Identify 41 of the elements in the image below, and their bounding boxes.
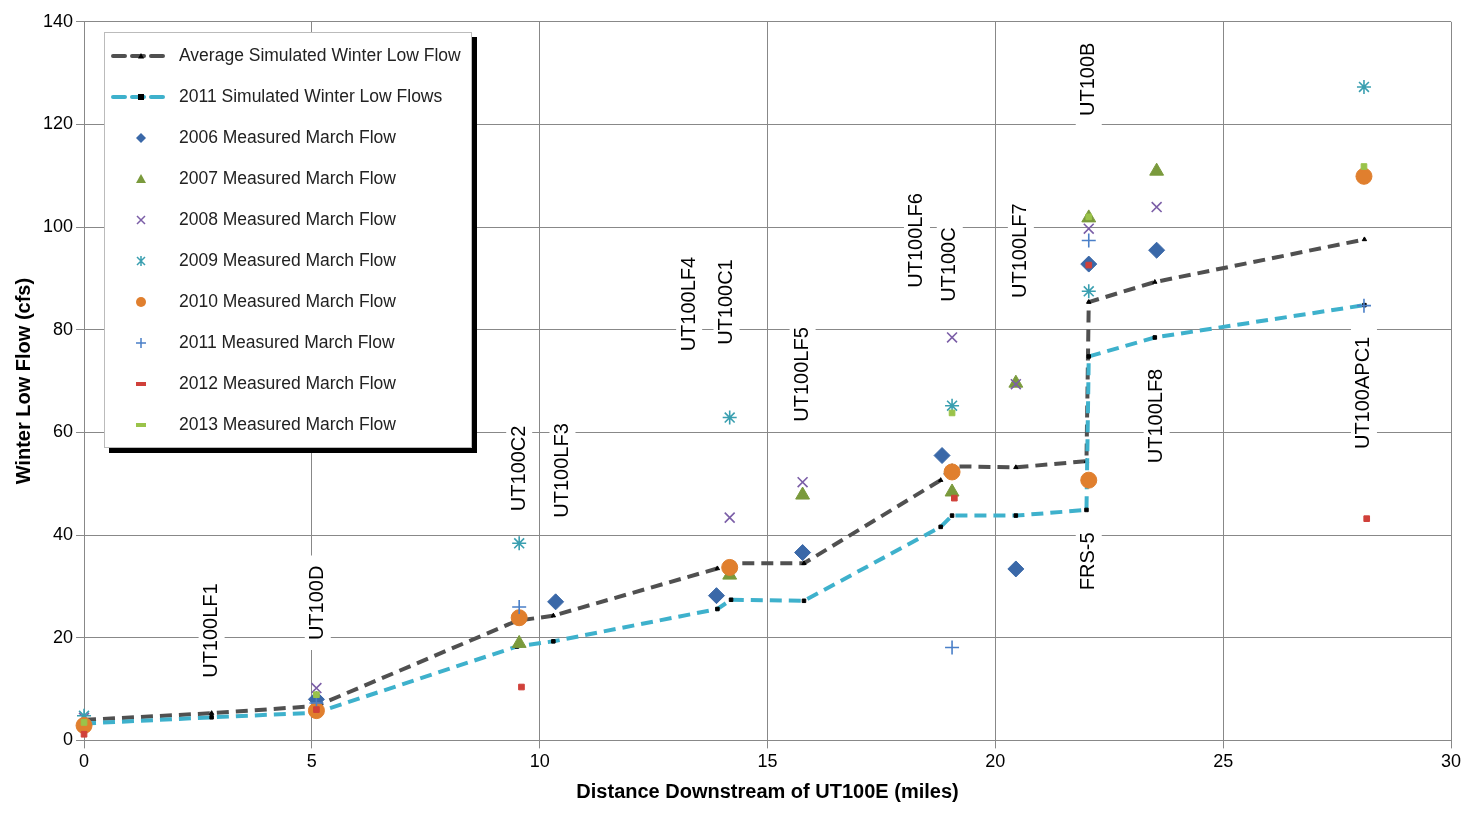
x-tick-label: 15 [757,751,778,772]
annotation: UT100C2 [506,425,529,512]
y-tick-label: 140 [42,10,74,31]
legend-label: 2007 Measured March Flow [179,168,396,189]
x-tick-label: 30 [1440,751,1462,772]
y-tick-label: 60 [53,421,74,442]
x-tick-label: 25 [1213,751,1234,772]
legend-label: 2009 Measured March Flow [179,250,396,271]
annotation: UT100C1 [714,259,737,345]
legend-label: 2006 Measured March Flow [179,127,396,148]
annotation: UT100C [937,227,960,302]
annotation: UT100LF3 [549,423,572,518]
legend-label: 2011 Simulated Winter Low Flows [179,86,443,107]
x-tick-label: 5 [306,751,317,772]
annotation: UT100LF7 [1008,203,1031,298]
x-tick-label: 10 [529,751,550,772]
x-tick-label: 20 [985,751,1006,772]
legend-label: 2010 Measured March Flow [179,291,396,312]
annotation: UT100APC1 [1351,336,1374,450]
annotation: UT100LF4 [676,256,699,352]
y-tick-label: 20 [53,626,74,647]
annotation: UT100LF1 [199,583,222,678]
legend-label: Average Simulated Winter Low Flow [179,45,461,66]
annotation: UT100D [305,565,328,641]
y-tick-label: 120 [42,113,74,134]
y-tick-label: 0 [63,729,74,750]
annotation: UT100LF5 [790,327,813,422]
legend-label: 2012 Measured March Flow [179,373,396,394]
x-tick-label: 0 [79,751,90,772]
legend-label: 2008 Measured March Flow [179,209,396,230]
legend-label: 2013 Measured March Flow [179,414,396,435]
annotation: UT100LF6 [904,193,927,288]
annotation: FRS-5 [1076,532,1099,591]
annotation: UT100B [1076,42,1099,116]
legend-label: 2011 Measured March Flow [179,332,395,353]
annotation: UT100LF8 [1144,368,1167,464]
y-tick-label: 100 [42,216,74,237]
y-tick-label: 80 [53,318,74,339]
y-tick-label: 40 [53,524,74,545]
y-axis-title: Winter Low Flow (cfs) [11,277,34,485]
x-axis-title: Distance Downstream of UT100E (miles) [576,779,959,802]
